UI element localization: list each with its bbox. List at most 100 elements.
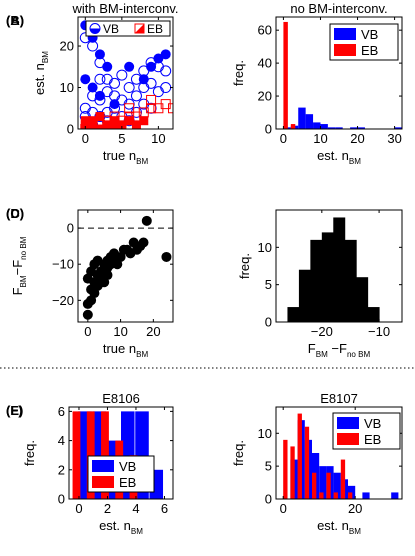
bar (367, 307, 380, 322)
y-tick-label: 0 (265, 492, 272, 507)
y-axis-label: freq. (231, 440, 246, 466)
x-tick-label: 10 (151, 131, 165, 146)
axes-frame (77, 16, 174, 130)
legend-entry: EB (119, 475, 136, 490)
legend-entry: VB (103, 22, 119, 36)
legend-swatch (337, 417, 359, 429)
x-tick-label: 0 (82, 131, 89, 146)
vb-point (123, 82, 135, 94)
eb-bar (333, 492, 338, 499)
eb-bar (326, 472, 331, 499)
x-axis-label-part: no BM (347, 350, 371, 359)
y-axis-label: FBM​−Fno BM​ (10, 236, 28, 295)
x-axis-label: est. nBM​ (317, 518, 361, 536)
legend-eb-marker (135, 24, 144, 33)
vb-bar (391, 492, 399, 499)
x-axis-label-part: BM (349, 527, 361, 536)
y-axis-label-part: BM (19, 275, 28, 287)
legend: VB EB (85, 20, 171, 37)
plot-area-B (283, 21, 402, 129)
x-tick-label: 0 (84, 324, 91, 339)
eb-point-filled (131, 120, 141, 129)
x-tick-label: 0 (280, 131, 287, 146)
x-tick-label: 0 (280, 501, 287, 516)
y-tick-label: 20 (258, 89, 272, 104)
vb-point (109, 77, 121, 89)
vb-point (130, 90, 142, 102)
vb-bar (313, 122, 321, 129)
eb-point-filled (110, 124, 120, 129)
legend-entry: EB (361, 43, 378, 58)
eb-point-filled (95, 124, 105, 129)
vb-bar (327, 127, 336, 129)
eb-bar (72, 411, 81, 499)
y-tick-label: 5 (265, 459, 272, 474)
vb-point-filled (109, 99, 120, 110)
plot-area-A (79, 20, 173, 129)
panel-D: −20 −10 0 5 10 (D) FBM​ −Fno BM​ freq. (6, 206, 403, 359)
panel-title: E8106 (102, 391, 140, 406)
eb-bar (319, 492, 324, 499)
axes-frame (275, 406, 403, 500)
x-tick-label: 20 (350, 131, 364, 146)
x-tick-label: 6 (161, 501, 168, 516)
x-axis-label-part: BM (136, 157, 148, 166)
panel-C: 0 10 20 −20 −10 0 (C) true nBM​ FBM​−Fno BM​ (6, 206, 174, 359)
x-axis-label: true nBM​ (103, 148, 149, 166)
eb-bar (340, 459, 346, 499)
vb-bar (305, 114, 314, 129)
panel-title: with BM-interconv. (72, 1, 179, 16)
eb-bar (297, 413, 302, 499)
vb-bar (298, 107, 306, 129)
eb-bar (86, 411, 95, 499)
y-tick-label: 0 (67, 122, 74, 137)
legend-entry: EB (147, 22, 163, 36)
legend-swatch (334, 28, 356, 40)
legend-entry: EB (364, 432, 381, 447)
point (161, 251, 172, 262)
vb-bar (394, 127, 402, 129)
point (138, 237, 149, 248)
y-tick-label: 40 (258, 56, 272, 71)
bar (310, 239, 323, 322)
y-axis-label-part: BM (41, 51, 50, 63)
bar (356, 277, 369, 322)
eb-point-filled (110, 116, 120, 126)
bar (321, 232, 334, 322)
point (82, 309, 93, 320)
y-tick-label: 2 (58, 462, 65, 477)
x-tick-label: 30 (387, 131, 401, 146)
vb-point (101, 73, 113, 85)
y-tick-label: 20 (60, 39, 74, 54)
y-axis-label-part: est. n (32, 63, 47, 95)
y-tick-label: 0 (265, 315, 272, 330)
axes-C: 0 10 20 −20 −10 0 (52, 209, 174, 339)
y-axis-label-part: freq. (22, 440, 37, 466)
axes-frame (68, 406, 174, 500)
vb-bar (350, 127, 358, 129)
eb-point (124, 103, 135, 114)
x-tick-label: −20 (311, 324, 333, 339)
x-axis-label-part: BM (136, 350, 148, 359)
eb-point-filled (124, 116, 134, 126)
x-axis-label: est. nBM​ (317, 148, 361, 166)
legend-vb-marker (90, 28, 100, 34)
vb-bar (362, 492, 370, 499)
eb-point-filled (80, 116, 90, 126)
eb-point-filled (139, 116, 149, 126)
y-tick-label: 5 (265, 277, 272, 292)
axes-B: 0 10 20 30 0 20 40 60 (258, 16, 403, 146)
x-axis-label-part: BM (349, 157, 361, 166)
x-tick-label: −10 (368, 324, 390, 339)
eb-bar (304, 426, 310, 499)
panel-label: (E) (6, 403, 23, 418)
eb-bar (283, 21, 288, 129)
axes-frame (275, 16, 403, 130)
vb-point-filled (146, 61, 157, 72)
x-axis-label-part: est. n (317, 148, 349, 163)
vb-point (94, 73, 106, 85)
vb-point-filled (87, 82, 98, 93)
y-axis-label: freq. (22, 440, 37, 466)
